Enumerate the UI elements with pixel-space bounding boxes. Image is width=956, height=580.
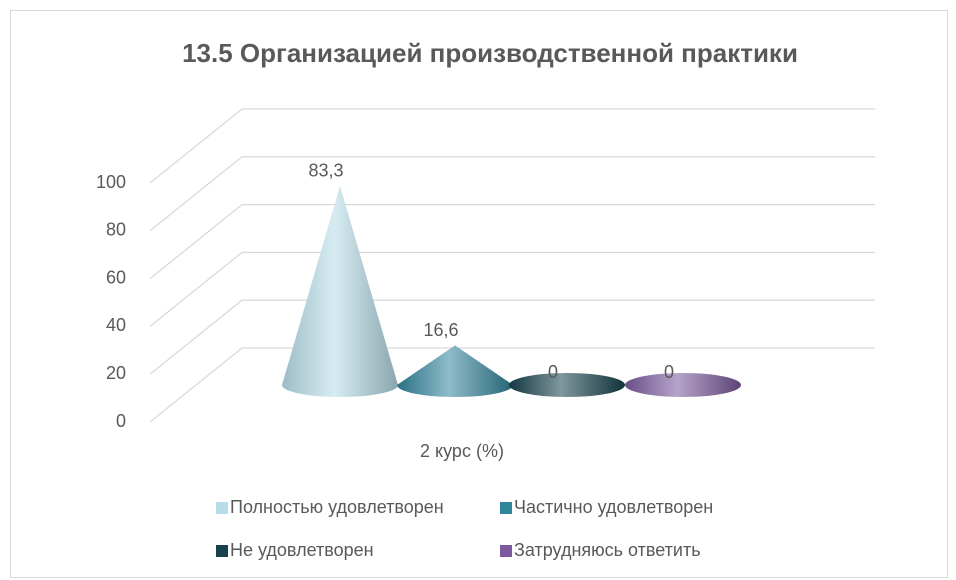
- y-tick-label: 100: [96, 172, 126, 192]
- y-tick-label: 20: [106, 363, 126, 383]
- data-label: 0: [664, 362, 674, 382]
- legend-label: Частично удовлетворен: [514, 497, 713, 517]
- chart-title: 13.5 Организацией производственной практ…: [182, 38, 798, 68]
- legend-swatch: [216, 545, 228, 557]
- grid-line: [149, 251, 875, 327]
- legend-swatch: [500, 545, 512, 557]
- y-tick-label: 0: [116, 411, 126, 431]
- legend-swatch: [216, 502, 228, 514]
- chart-border: [10, 10, 948, 578]
- cone: [625, 373, 741, 397]
- data-label: 16,6: [423, 320, 458, 340]
- grid-line: [149, 203, 875, 280]
- grid-line: [149, 156, 875, 232]
- cone: [397, 345, 513, 397]
- y-tick-label: 80: [106, 220, 126, 240]
- cone: [509, 373, 625, 397]
- legend-label: Затрудняюсь ответить: [514, 540, 701, 560]
- x-tick-label: 2 курс (%): [420, 441, 504, 461]
- legend-label: Не удовлетворен: [230, 540, 374, 560]
- data-label: 83,3: [308, 161, 343, 181]
- grid-line: [149, 108, 875, 184]
- data-label: 0: [548, 362, 558, 382]
- cone: [282, 185, 398, 397]
- grid-line: [149, 299, 875, 375]
- y-tick-label: 60: [106, 267, 126, 287]
- y-tick-label: 40: [106, 315, 126, 335]
- grid-line: [149, 347, 875, 423]
- legend-label: Полностью удовлетворен: [230, 497, 444, 517]
- legend-swatch: [500, 502, 512, 514]
